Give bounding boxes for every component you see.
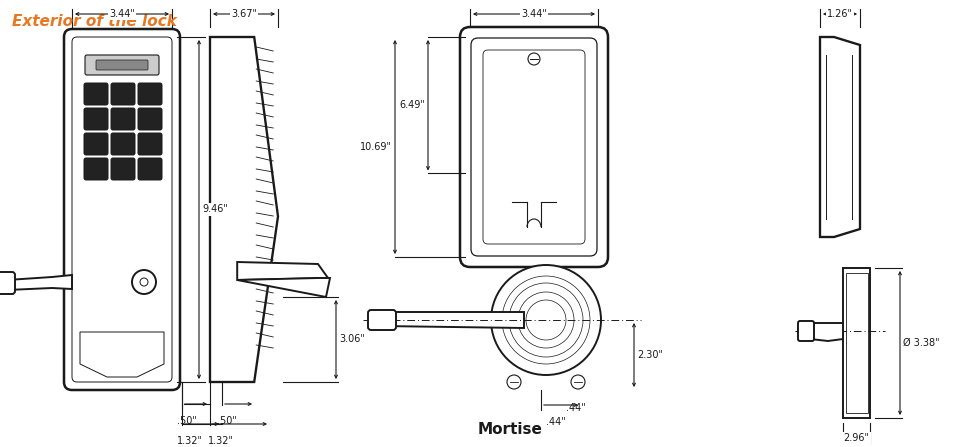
Circle shape bbox=[140, 278, 148, 286]
FancyBboxPatch shape bbox=[84, 108, 108, 130]
Text: Mortise: Mortise bbox=[478, 422, 543, 438]
Circle shape bbox=[528, 53, 540, 65]
FancyBboxPatch shape bbox=[111, 108, 135, 130]
Polygon shape bbox=[820, 37, 860, 237]
Text: 2.30": 2.30" bbox=[637, 350, 663, 360]
Text: 10.69": 10.69" bbox=[360, 142, 392, 152]
Text: 3.06": 3.06" bbox=[339, 334, 364, 345]
Text: .50": .50" bbox=[177, 416, 197, 426]
FancyBboxPatch shape bbox=[138, 108, 162, 130]
FancyBboxPatch shape bbox=[111, 83, 135, 105]
Circle shape bbox=[507, 375, 521, 389]
FancyBboxPatch shape bbox=[368, 310, 396, 330]
Polygon shape bbox=[80, 332, 164, 377]
Circle shape bbox=[132, 270, 156, 294]
Polygon shape bbox=[2, 275, 72, 290]
Polygon shape bbox=[237, 262, 328, 280]
Polygon shape bbox=[381, 312, 524, 328]
Text: 3.44": 3.44" bbox=[521, 9, 547, 19]
Text: Ø 3.38": Ø 3.38" bbox=[903, 338, 940, 348]
FancyBboxPatch shape bbox=[111, 133, 135, 155]
Text: Exterior of the lock: Exterior of the lock bbox=[12, 14, 176, 29]
Text: .44": .44" bbox=[546, 417, 566, 427]
FancyBboxPatch shape bbox=[96, 60, 148, 70]
Text: 3.44": 3.44" bbox=[109, 9, 135, 19]
FancyBboxPatch shape bbox=[64, 29, 180, 390]
Circle shape bbox=[571, 375, 585, 389]
Circle shape bbox=[491, 265, 601, 375]
Text: 1.26": 1.26" bbox=[827, 9, 853, 19]
Bar bbox=[846, 273, 868, 413]
Text: 2.96": 2.96" bbox=[844, 433, 870, 443]
FancyBboxPatch shape bbox=[138, 83, 162, 105]
Polygon shape bbox=[810, 323, 843, 341]
Text: 6.49": 6.49" bbox=[399, 100, 425, 110]
Text: 3.67": 3.67" bbox=[231, 9, 257, 19]
Text: 1.32": 1.32" bbox=[208, 436, 234, 446]
Bar bbox=[843, 268, 870, 418]
FancyBboxPatch shape bbox=[0, 272, 15, 294]
Polygon shape bbox=[237, 278, 330, 297]
FancyBboxPatch shape bbox=[85, 55, 159, 75]
FancyBboxPatch shape bbox=[138, 133, 162, 155]
FancyBboxPatch shape bbox=[111, 158, 135, 180]
Text: .50": .50" bbox=[217, 416, 237, 426]
FancyBboxPatch shape bbox=[84, 158, 108, 180]
FancyBboxPatch shape bbox=[460, 27, 608, 267]
FancyBboxPatch shape bbox=[483, 50, 585, 244]
FancyBboxPatch shape bbox=[471, 38, 597, 256]
Text: 1.32": 1.32" bbox=[177, 436, 203, 446]
Text: 9.46": 9.46" bbox=[202, 204, 228, 215]
Polygon shape bbox=[210, 37, 278, 382]
FancyBboxPatch shape bbox=[72, 37, 172, 382]
FancyBboxPatch shape bbox=[84, 133, 108, 155]
Text: .44": .44" bbox=[566, 403, 586, 413]
FancyBboxPatch shape bbox=[138, 158, 162, 180]
FancyBboxPatch shape bbox=[798, 321, 814, 341]
FancyBboxPatch shape bbox=[84, 83, 108, 105]
